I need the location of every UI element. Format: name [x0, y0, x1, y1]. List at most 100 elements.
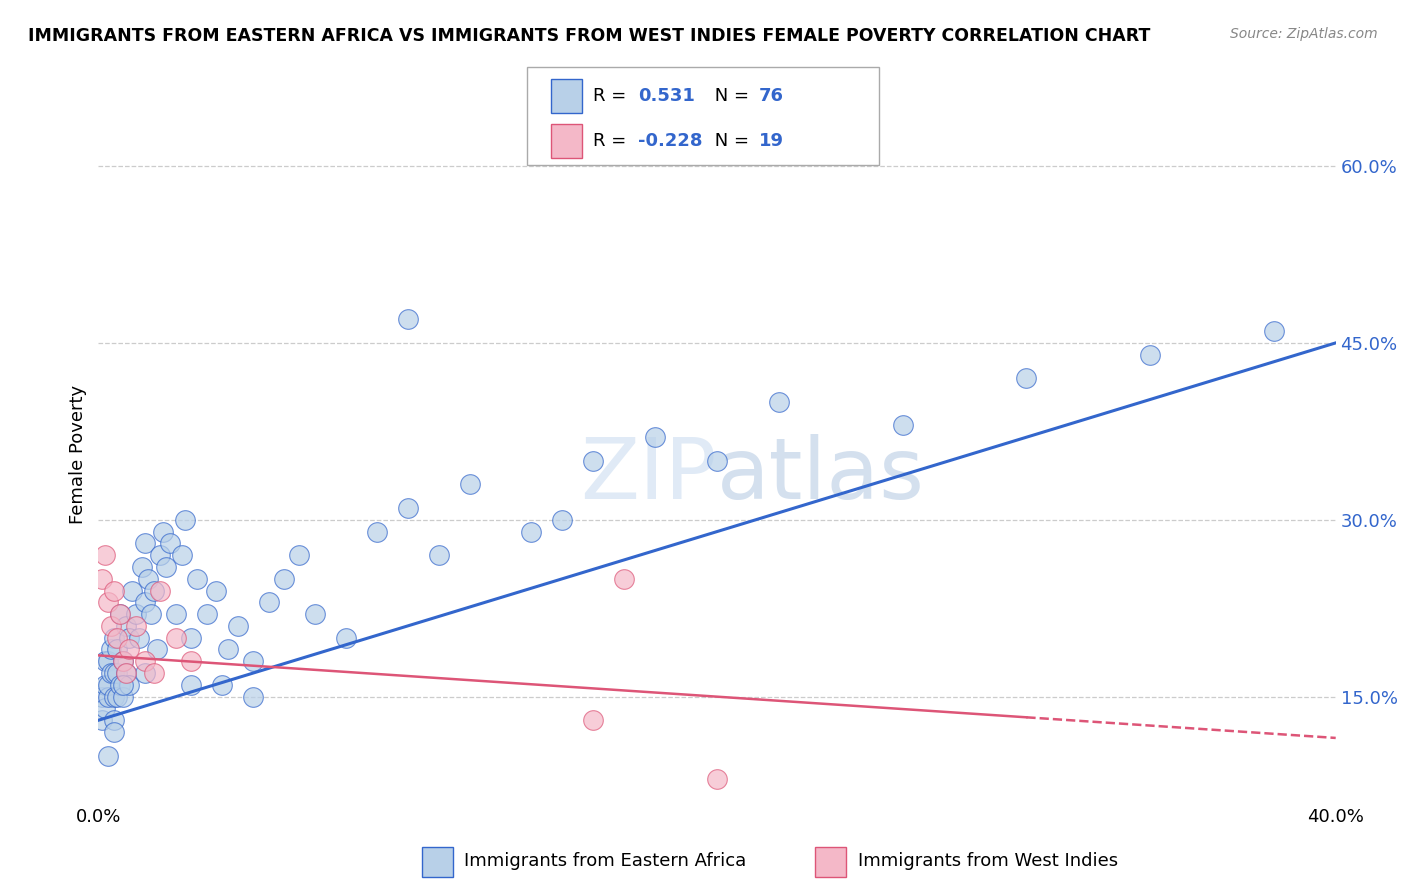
- Point: [103, 725, 125, 739]
- Point: [134, 595, 156, 609]
- Point: [118, 678, 141, 692]
- Point: [146, 642, 169, 657]
- Point: [257, 595, 280, 609]
- Point: [105, 690, 128, 704]
- Point: [112, 654, 135, 668]
- Point: [582, 454, 605, 468]
- Point: [134, 654, 156, 668]
- Text: 0.531: 0.531: [638, 87, 695, 105]
- Y-axis label: Female Poverty: Female Poverty: [69, 385, 87, 524]
- Point: [1263, 324, 1285, 338]
- Point: [143, 583, 166, 598]
- Text: 19: 19: [759, 132, 785, 150]
- Point: [217, 642, 239, 657]
- Text: IMMIGRANTS FROM EASTERN AFRICA VS IMMIGRANTS FROM WEST INDIES FEMALE POVERTY COR: IMMIGRANTS FROM EASTERN AFRICA VS IMMIGR…: [28, 27, 1150, 45]
- Point: [396, 500, 419, 515]
- Point: [366, 524, 388, 539]
- Point: [121, 583, 143, 598]
- Point: [458, 477, 481, 491]
- Point: [165, 631, 187, 645]
- Point: [180, 678, 202, 692]
- Point: [226, 619, 249, 633]
- Point: [112, 690, 135, 704]
- Point: [174, 513, 197, 527]
- Point: [100, 642, 122, 657]
- Point: [288, 548, 311, 562]
- Point: [149, 548, 172, 562]
- Point: [100, 619, 122, 633]
- Point: [186, 572, 208, 586]
- Point: [103, 666, 125, 681]
- Point: [115, 619, 138, 633]
- Text: R =: R =: [593, 132, 633, 150]
- Point: [170, 548, 193, 562]
- Text: Immigrants from Eastern Africa: Immigrants from Eastern Africa: [464, 852, 747, 870]
- Point: [93, 678, 115, 692]
- Point: [205, 583, 228, 598]
- Point: [644, 430, 666, 444]
- Text: 76: 76: [759, 87, 785, 105]
- Point: [108, 607, 131, 621]
- Point: [112, 678, 135, 692]
- Point: [613, 572, 636, 586]
- Text: R =: R =: [593, 87, 633, 105]
- Point: [165, 607, 187, 621]
- Point: [103, 690, 125, 704]
- Point: [1015, 371, 1038, 385]
- Point: [115, 666, 138, 681]
- Point: [211, 678, 233, 692]
- Point: [427, 548, 450, 562]
- Point: [134, 536, 156, 550]
- Point: [582, 713, 605, 727]
- Point: [108, 607, 131, 621]
- Point: [90, 713, 112, 727]
- Point: [90, 690, 112, 704]
- Point: [128, 631, 150, 645]
- Point: [103, 713, 125, 727]
- Point: [97, 595, 120, 609]
- Point: [136, 572, 159, 586]
- Point: [131, 560, 153, 574]
- Point: [105, 666, 128, 681]
- Point: [242, 690, 264, 704]
- Point: [1139, 348, 1161, 362]
- Point: [100, 666, 122, 681]
- Point: [180, 654, 202, 668]
- Text: atlas: atlas: [717, 434, 925, 517]
- Point: [143, 666, 166, 681]
- Point: [97, 690, 120, 704]
- Text: Source: ZipAtlas.com: Source: ZipAtlas.com: [1230, 27, 1378, 41]
- Point: [195, 607, 218, 621]
- Point: [115, 666, 138, 681]
- Point: [93, 654, 115, 668]
- Point: [152, 524, 174, 539]
- Point: [551, 513, 574, 527]
- Point: [706, 772, 728, 787]
- Point: [103, 631, 125, 645]
- Point: [768, 395, 790, 409]
- Text: N =: N =: [709, 132, 755, 150]
- Point: [105, 642, 128, 657]
- Point: [118, 631, 141, 645]
- Point: [124, 607, 146, 621]
- Text: N =: N =: [709, 87, 755, 105]
- Point: [108, 678, 131, 692]
- Point: [159, 536, 181, 550]
- Point: [90, 572, 112, 586]
- Point: [105, 631, 128, 645]
- Point: [93, 701, 115, 715]
- Point: [134, 666, 156, 681]
- Point: [273, 572, 295, 586]
- Point: [396, 312, 419, 326]
- Point: [706, 454, 728, 468]
- Point: [124, 619, 146, 633]
- Point: [304, 607, 326, 621]
- Point: [335, 631, 357, 645]
- Point: [139, 607, 162, 621]
- Point: [149, 583, 172, 598]
- Point: [112, 654, 135, 668]
- Point: [242, 654, 264, 668]
- Point: [93, 548, 115, 562]
- Text: -0.228: -0.228: [638, 132, 703, 150]
- Point: [103, 583, 125, 598]
